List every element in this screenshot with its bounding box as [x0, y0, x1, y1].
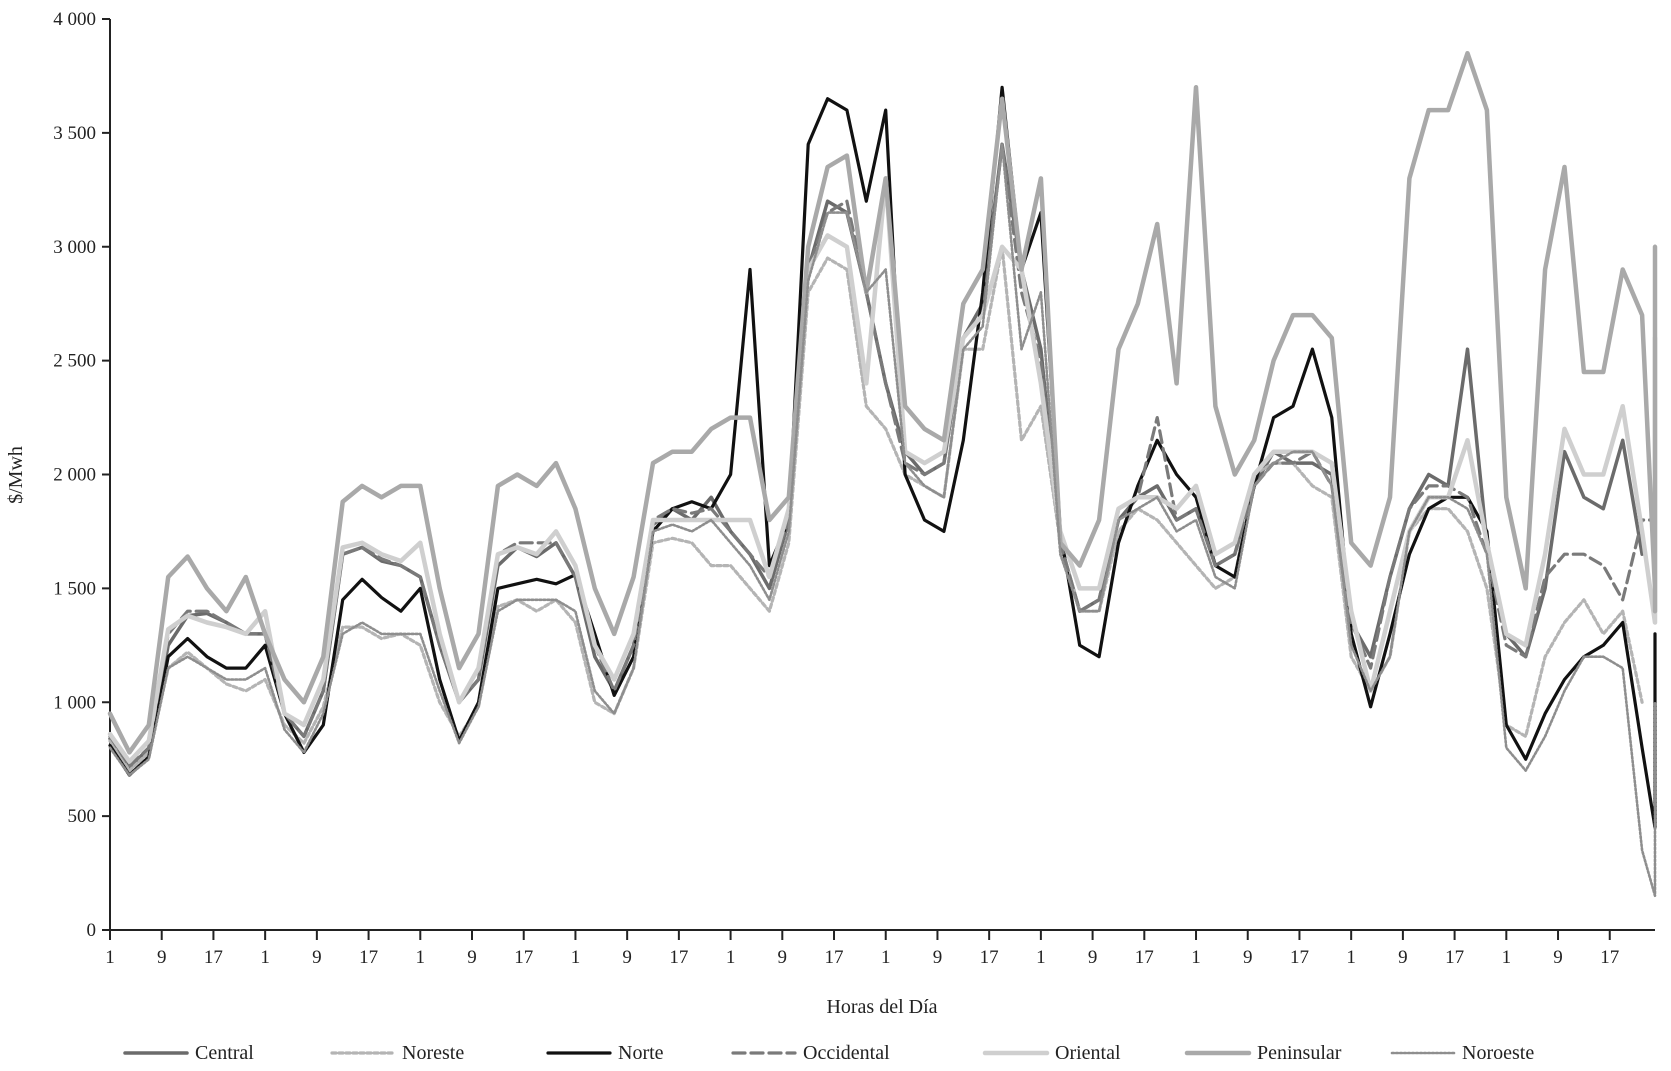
x-tick-label: 17: [514, 947, 533, 968]
y-ticks: 0 500 1 000 1 500 2 000 2 500 3 000 3 500 4 000: [53, 9, 110, 941]
y-tick-label: 3 000: [53, 237, 96, 258]
x-tick-label: 9: [157, 947, 167, 968]
x-tick-label: 1: [105, 947, 115, 968]
y-tick-label: 0: [87, 920, 97, 941]
x-tick-label: 17: [980, 947, 999, 968]
legend-label-peninsular: Peninsular: [1257, 1042, 1342, 1064]
x-tick-label: 17: [204, 947, 223, 968]
y-tick-label: 3 500: [53, 123, 96, 144]
x-axis-title: Horas del Día: [826, 996, 937, 1018]
x-tick-label: 1: [726, 947, 736, 968]
y-tick-label: 1 500: [53, 578, 96, 599]
series-layer: [107, 50, 1658, 898]
x-tick-label: 1: [1346, 947, 1356, 968]
x-tick-label: 17: [359, 947, 378, 968]
legend-label-noroeste: Noroeste: [1462, 1042, 1534, 1064]
x-tick-label: 1: [416, 947, 426, 968]
x-tick-label: 1: [1036, 947, 1046, 968]
x-tick-label: 1: [260, 947, 270, 968]
series-line-peninsular: [107, 50, 1658, 755]
legend-label-central: Central: [195, 1042, 254, 1064]
x-tick-label: 1: [881, 947, 891, 968]
x-tick-label: 1: [571, 947, 581, 968]
legend-label-oriental: Oriental: [1055, 1042, 1121, 1064]
x-tick-label: 9: [622, 947, 632, 968]
legend-label-noreste: Noreste: [402, 1042, 464, 1064]
x-tick-label: 17: [1135, 947, 1154, 968]
series-line-noroeste: [108, 143, 1657, 898]
x-tick-label: 9: [1553, 947, 1563, 968]
y-tick-label: 1 000: [53, 692, 96, 713]
x-tick-label: 1: [1502, 947, 1512, 968]
y-tick-label: 2 000: [53, 465, 96, 486]
x-tick-label: 9: [933, 947, 943, 968]
legend-label-norte: Norte: [618, 1042, 664, 1064]
x-tick-label: 17: [1445, 947, 1464, 968]
y-axis-title: $/Mwh: [5, 446, 27, 504]
x-tick-label: 9: [1398, 947, 1408, 968]
x-ticks: 1 9 17 1 9 17 1 9 17 1 9 17 1 9 17 1 9 17 1 9 17 1 9 17 1 9 17 1 9 17: [105, 930, 1619, 968]
x-tick-label: 17: [825, 947, 844, 968]
x-tick-label: 1: [1191, 947, 1201, 968]
x-tick-label: 17: [1290, 947, 1309, 968]
x-tick-label: 17: [669, 947, 688, 968]
x-tick-label: 17: [1600, 947, 1619, 968]
x-tick-label: 9: [467, 947, 477, 968]
x-tick-label: 9: [312, 947, 322, 968]
series-line-occidental: [108, 142, 1657, 768]
x-tick-label: 9: [1243, 947, 1253, 968]
y-tick-label: 4 000: [53, 9, 96, 30]
x-tick-label: 9: [1088, 947, 1098, 968]
y-tick-label: 2 500: [53, 351, 96, 372]
x-tick-label: 9: [778, 947, 788, 968]
legend: Central Noreste Norte Occidental Oriental Pen…: [123, 1042, 1534, 1064]
series-line-oriental: [107, 176, 1658, 764]
y-tick-label: 500: [68, 806, 97, 827]
legend-label-occidental: Occidental: [803, 1042, 890, 1064]
